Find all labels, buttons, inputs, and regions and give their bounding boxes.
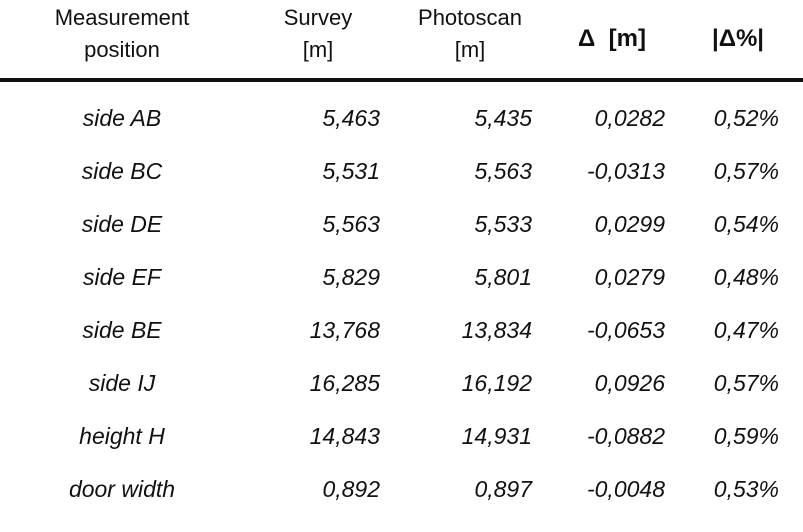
header-cell: Survey [283, 5, 353, 30]
table-cell: 5,435 [474, 105, 532, 131]
table-cell: -0,0882 [586, 423, 665, 449]
table-cell: 13,768 [309, 317, 380, 343]
table-cell: -0,0653 [586, 317, 665, 343]
table-cell: 0,53% [713, 476, 779, 502]
header-cell: |Δ%| [711, 25, 765, 52]
table-cell: 0,48% [713, 264, 779, 290]
header-cell: Photoscan [418, 5, 522, 30]
table-cell: 14,843 [309, 423, 380, 449]
table-cell: 16,192 [461, 370, 532, 396]
table-cell: 5,531 [322, 158, 380, 184]
table-cell: 5,829 [322, 264, 380, 290]
table-cell: 13,834 [461, 317, 532, 343]
table-cell: -0,0048 [586, 476, 665, 502]
header-cell: [m] [454, 37, 486, 62]
row-label: height H [79, 423, 165, 449]
table-cell: 0,47% [713, 317, 779, 343]
table-cell: 14,931 [461, 423, 532, 449]
row-label: side BE [82, 317, 162, 343]
header-cell: [m] [302, 37, 334, 62]
table-cell: 0,0299 [594, 211, 665, 237]
table-cell: 0,0926 [594, 370, 665, 396]
table-cell: 0,0282 [594, 105, 665, 131]
table-cell: 16,285 [309, 370, 380, 396]
row-label: side DE [81, 211, 163, 237]
table-cell: 5,463 [322, 105, 380, 131]
table-cell: 5,801 [474, 264, 532, 290]
table-cell: 5,563 [474, 158, 532, 184]
table-cell: 0,54% [713, 211, 779, 237]
table-cell: 5,533 [474, 211, 532, 237]
table-cell: -0,0313 [586, 158, 665, 184]
table-cell: 0,0279 [594, 264, 665, 290]
row-label: side IJ [88, 370, 156, 396]
header-rule [0, 78, 803, 82]
table-cell: 0,52% [713, 105, 779, 131]
table-cell: 0,59% [713, 423, 779, 449]
table-cell: 0,892 [322, 476, 380, 502]
row-label: door width [68, 476, 176, 502]
row-label: side BC [81, 158, 163, 184]
header-cell: Δ [m] [578, 25, 646, 52]
row-label: side EF [83, 264, 161, 290]
table-cell: 5,563 [322, 211, 380, 237]
table-cell: 0,57% [713, 370, 779, 396]
header-cell: Measurement [54, 5, 190, 30]
row-label: side AB [82, 105, 162, 131]
table-cell: 0,897 [474, 476, 532, 502]
header-cell: position [84, 37, 160, 62]
table-cell: 0,57% [713, 158, 779, 184]
